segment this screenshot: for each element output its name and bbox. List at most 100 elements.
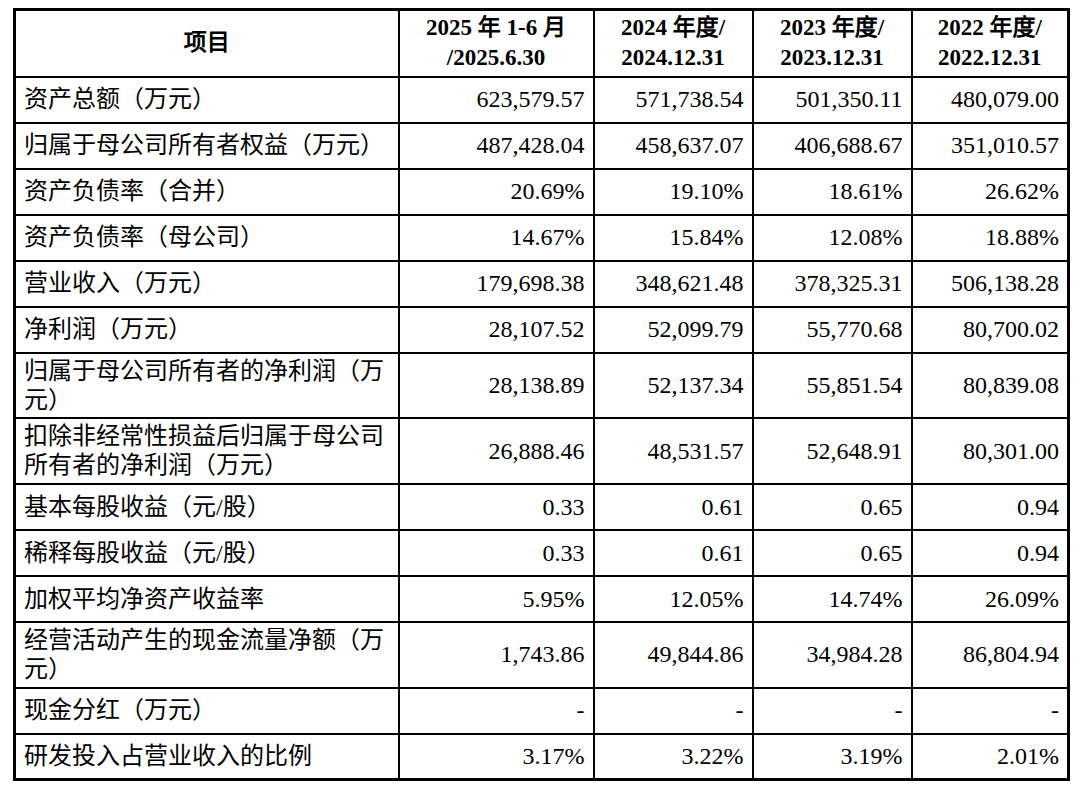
table-row: 研发投入占营业收入的比例 3.17% 3.22% 3.19% 2.01% [15,734,1069,780]
cell-value: 378,325.31 [753,261,912,307]
cell-value: 0.94 [912,484,1069,530]
header-cell-period-2022: 2022 年度/ 2022.12.31 [912,10,1069,77]
cell-value: 48,531.57 [594,418,753,484]
header-row: 项目 2025 年 1-6 月 /2025.6.30 2024 年度/ 2024… [15,10,1069,77]
cell-value: 26,888.46 [399,418,594,484]
table-row: 资产负债率（母公司） 14.67% 15.84% 12.08% 18.88% [15,215,1069,261]
row-label: 归属于母公司所有者权益（万元） [15,123,399,169]
cell-value: 49,844.86 [594,622,753,688]
cell-value: 34,984.28 [753,622,912,688]
table-row: 基本每股收益（元/股） 0.33 0.61 0.65 0.94 [15,484,1069,530]
header-cell-period-2023: 2023 年度/ 2023.12.31 [753,10,912,77]
financial-summary-table: 项目 2025 年 1-6 月 /2025.6.30 2024 年度/ 2024… [13,8,1070,781]
table-row: 营业收入（万元） 179,698.38 348,621.48 378,325.3… [15,261,1069,307]
financial-summary-page: 项目 2025 年 1-6 月 /2025.6.30 2024 年度/ 2024… [0,0,1080,800]
header-cell-item: 项目 [15,10,399,77]
cell-value: 0.33 [399,530,594,576]
header-cell-period-2024: 2024 年度/ 2024.12.31 [594,10,753,77]
header-period-line2: /2025.6.30 [404,43,589,73]
cell-value: 14.74% [753,576,912,622]
table-header: 项目 2025 年 1-6 月 /2025.6.30 2024 年度/ 2024… [15,10,1069,77]
row-label: 资产负债率（合并） [15,169,399,215]
cell-value: 18.88% [912,215,1069,261]
cell-value: 19.10% [594,169,753,215]
row-label: 现金分红（万元） [15,688,399,734]
row-label: 加权平均净资产收益率 [15,576,399,622]
cell-value: 12.08% [753,215,912,261]
cell-value: 0.65 [753,484,912,530]
table-row: 归属于母公司所有者的净利润（万元） 28,138.89 52,137.34 55… [15,353,1069,419]
cell-value: 0.94 [912,530,1069,576]
row-label: 稀释每股收益（元/股） [15,530,399,576]
cell-value: - [753,688,912,734]
row-label: 经营活动产生的现金流量净额（万元） [15,622,399,688]
cell-value: 52,099.79 [594,307,753,353]
header-period-line2: 2023.12.31 [758,43,907,73]
cell-value: - [594,688,753,734]
table-row: 归属于母公司所有者权益（万元） 487,428.04 458,637.07 40… [15,123,1069,169]
cell-value: - [399,688,594,734]
cell-value: 26.09% [912,576,1069,622]
table-row: 净利润（万元） 28,107.52 52,099.79 55,770.68 80… [15,307,1069,353]
cell-value: 458,637.07 [594,123,753,169]
cell-value: 52,137.34 [594,353,753,419]
table-row: 现金分红（万元） - - - - [15,688,1069,734]
cell-value: 0.65 [753,530,912,576]
row-label: 基本每股收益（元/股） [15,484,399,530]
cell-value: 501,350.11 [753,77,912,123]
header-period-line1: 2022 年度/ [917,13,1064,43]
cell-value: 80,839.08 [912,353,1069,419]
cell-value: 55,770.68 [753,307,912,353]
header-cell-period-2025: 2025 年 1-6 月 /2025.6.30 [399,10,594,77]
table-row: 资产负债率（合并） 20.69% 19.10% 18.61% 26.62% [15,169,1069,215]
cell-value: 80,700.02 [912,307,1069,353]
cell-value: 487,428.04 [399,123,594,169]
row-label: 研发投入占营业收入的比例 [15,734,399,780]
table-body: 资产总额（万元） 623,579.57 571,738.54 501,350.1… [15,77,1069,780]
cell-value: 351,010.57 [912,123,1069,169]
cell-value: 0.33 [399,484,594,530]
cell-value: 86,804.94 [912,622,1069,688]
cell-value: 20.69% [399,169,594,215]
cell-value: 571,738.54 [594,77,753,123]
header-period-line1: 2024 年度/ [599,13,748,43]
cell-value: 179,698.38 [399,261,594,307]
cell-value: 3.19% [753,734,912,780]
cell-value: 506,138.28 [912,261,1069,307]
row-label: 资产负债率（母公司） [15,215,399,261]
cell-value: 623,579.57 [399,77,594,123]
cell-value: 52,648.91 [753,418,912,484]
row-label: 净利润（万元） [15,307,399,353]
row-label: 营业收入（万元） [15,261,399,307]
cell-value: 80,301.00 [912,418,1069,484]
cell-value: 3.17% [399,734,594,780]
header-item-label: 项目 [20,28,394,58]
cell-value: 1,743.86 [399,622,594,688]
cell-value: 15.84% [594,215,753,261]
cell-value: 18.61% [753,169,912,215]
cell-value: 2.01% [912,734,1069,780]
cell-value: 28,107.52 [399,307,594,353]
cell-value: 0.61 [594,530,753,576]
cell-value: 14.67% [399,215,594,261]
cell-value: 3.22% [594,734,753,780]
cell-value: 5.95% [399,576,594,622]
cell-value: 406,688.67 [753,123,912,169]
row-label: 扣除非经常性损益后归属于母公司所有者的净利润（万元） [15,418,399,484]
header-period-line2: 2022.12.31 [917,43,1064,73]
cell-value: 0.61 [594,484,753,530]
cell-value: - [912,688,1069,734]
cell-value: 348,621.48 [594,261,753,307]
cell-value: 28,138.89 [399,353,594,419]
header-period-line1: 2025 年 1-6 月 [404,13,589,43]
header-period-line1: 2023 年度/ [758,13,907,43]
table-row: 资产总额（万元） 623,579.57 571,738.54 501,350.1… [15,77,1069,123]
cell-value: 480,079.00 [912,77,1069,123]
row-label: 归属于母公司所有者的净利润（万元） [15,353,399,419]
table-row: 经营活动产生的现金流量净额（万元） 1,743.86 49,844.86 34,… [15,622,1069,688]
cell-value: 26.62% [912,169,1069,215]
table-row: 稀释每股收益（元/股） 0.33 0.61 0.65 0.94 [15,530,1069,576]
cell-value: 55,851.54 [753,353,912,419]
header-period-line2: 2024.12.31 [599,43,748,73]
row-label: 资产总额（万元） [15,77,399,123]
